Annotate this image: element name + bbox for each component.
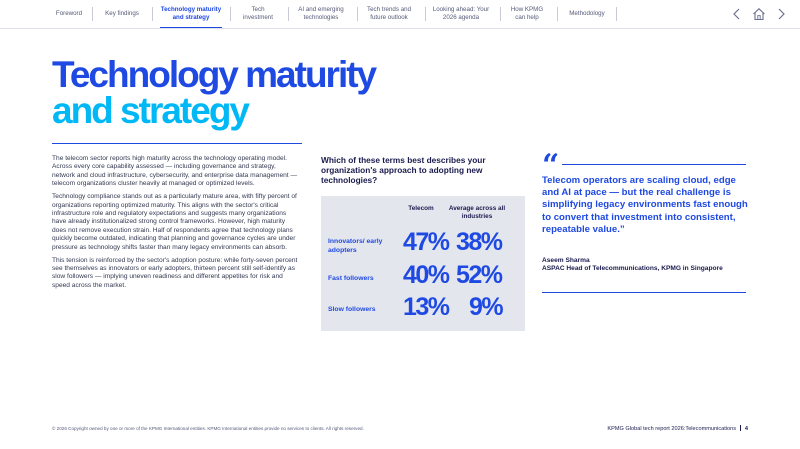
- tab-separator: [152, 7, 153, 21]
- value-average-fast-followers: 52%: [456, 261, 503, 289]
- quote-rule-top: [562, 164, 746, 165]
- home-icon[interactable]: [752, 7, 766, 21]
- page-navigation-icons: [730, 7, 788, 23]
- survey-question: Which of these terms best describes your…: [321, 155, 486, 185]
- tab-ai-emerging[interactable]: AI and emerging technologies: [298, 6, 344, 21]
- tab-looking-ahead[interactable]: Looking ahead: Your 2026 agenda: [432, 6, 490, 21]
- footer-copyright: © 2026 Copyright owned by one or more of…: [52, 426, 364, 431]
- tab-separator: [557, 7, 558, 21]
- value-telecom-slow-followers: 13%: [403, 293, 450, 321]
- row-label-innovators: Innovators/ early adopters: [328, 238, 383, 254]
- arrow-left-icon[interactable]: [730, 7, 744, 21]
- tab-separator: [92, 7, 93, 21]
- row-label-slow-followers: Slow followers: [328, 306, 376, 313]
- tab-key-findings[interactable]: Key findings: [105, 10, 139, 17]
- value-average-slow-followers: 9%: [469, 293, 504, 321]
- page-title-line-2: and strategy: [52, 90, 250, 131]
- page-title-line-1: Technology maturity: [52, 54, 377, 95]
- tab-separator: [230, 7, 231, 21]
- quote-attribution: Aseem Sharma ASPAC Head of Telecommunica…: [542, 257, 748, 274]
- footer-report: KPMG Global tech report 2026:Telecommuni…: [607, 425, 748, 432]
- value-average-innovators: 38%: [456, 228, 503, 256]
- title-rule: [52, 143, 302, 144]
- body-paragraph: The telecom sector reports high maturity…: [52, 155, 298, 188]
- body-paragraph: This tension is reinforced by the sector…: [52, 256, 298, 289]
- active-tab-indicator: [160, 27, 222, 29]
- body-paragraph: Technology compliance stands out as a pa…: [52, 193, 297, 251]
- row-label-fast-followers: Fast followers: [328, 275, 374, 282]
- pull-quote: Telecom operators are scaling cloud, edg…: [542, 175, 748, 235]
- tab-foreword[interactable]: Foreword: [55, 10, 83, 17]
- page-number: 4: [744, 426, 748, 432]
- tab-tech-investment[interactable]: Tech investment: [243, 6, 273, 21]
- tab-separator: [616, 7, 617, 21]
- footer-report-title: KPMG Global tech report 2026:Telecommuni…: [607, 426, 737, 432]
- quote-author-name: Aseem Sharma: [542, 257, 590, 264]
- tab-separator: [288, 7, 289, 21]
- tab-separator: [500, 7, 501, 21]
- tab-how-kpmg-can-help[interactable]: How KPMG can help: [510, 6, 544, 21]
- tab-separator: [357, 7, 358, 21]
- survey-results-table: Telecom Average across all industries In…: [321, 196, 525, 331]
- tab-separator: [425, 7, 426, 21]
- arrow-right-icon[interactable]: [774, 7, 788, 21]
- page-title: Technology maturity and strategy: [52, 54, 377, 131]
- tab-methodology[interactable]: Methodology: [569, 10, 605, 17]
- body-text: The telecom sector reports high maturity…: [52, 155, 298, 295]
- value-telecom-innovators: 47%: [403, 228, 450, 256]
- value-telecom-fast-followers: 40%: [403, 261, 450, 289]
- quote-mark-icon: “: [542, 148, 560, 183]
- nav-divider: [0, 28, 800, 29]
- column-header-telecom: Telecom: [408, 205, 434, 212]
- quote-rule-bottom: [542, 292, 746, 293]
- column-header-average: Average across all industries: [448, 205, 506, 220]
- top-navigation: Foreword Key findings Technology maturit…: [0, 0, 800, 29]
- quote-author-role: ASPAC Head of Telecommunications, KPMG i…: [542, 265, 723, 273]
- tab-tech-trends[interactable]: Tech trends and future outlook: [366, 6, 412, 21]
- footer-divider: [740, 425, 741, 431]
- tab-technology-maturity[interactable]: Technology maturity and strategy: [160, 6, 222, 21]
